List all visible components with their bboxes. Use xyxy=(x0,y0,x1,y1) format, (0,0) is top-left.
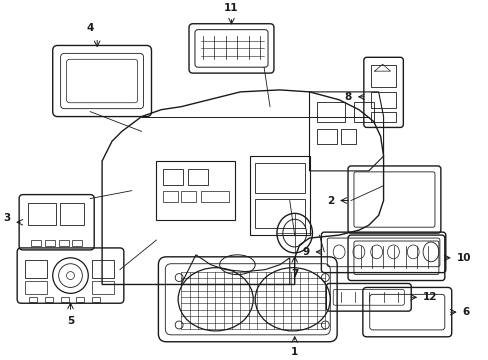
Bar xyxy=(45,297,53,302)
Text: 9: 9 xyxy=(302,247,309,257)
Bar xyxy=(29,297,37,302)
Bar xyxy=(92,297,100,302)
Bar xyxy=(255,163,304,193)
Bar xyxy=(370,65,396,87)
Bar xyxy=(25,260,47,278)
Bar xyxy=(76,297,84,302)
Bar xyxy=(255,199,304,228)
Text: 2: 2 xyxy=(326,195,333,206)
Bar xyxy=(45,240,55,246)
Text: 3: 3 xyxy=(3,213,10,223)
Bar xyxy=(341,129,355,144)
Text: 6: 6 xyxy=(462,307,469,317)
Bar xyxy=(163,169,183,185)
Bar xyxy=(188,169,207,185)
Bar xyxy=(59,240,68,246)
Bar xyxy=(25,280,47,294)
Text: 1: 1 xyxy=(290,347,298,357)
Text: 10: 10 xyxy=(456,253,470,263)
Bar xyxy=(317,102,345,122)
Bar xyxy=(181,191,196,202)
Bar xyxy=(28,203,56,225)
Text: 11: 11 xyxy=(224,3,238,13)
Bar xyxy=(61,297,68,302)
Bar xyxy=(353,102,373,122)
Bar xyxy=(92,280,114,294)
Text: 12: 12 xyxy=(422,292,437,302)
Bar xyxy=(163,191,178,202)
Bar xyxy=(250,156,309,235)
Bar xyxy=(156,161,235,220)
Bar xyxy=(31,240,41,246)
Bar xyxy=(92,260,114,278)
Text: 5: 5 xyxy=(67,316,74,326)
Text: 4: 4 xyxy=(86,23,94,33)
Text: 8: 8 xyxy=(344,92,351,102)
Bar xyxy=(317,129,336,144)
Bar xyxy=(60,203,84,225)
Bar xyxy=(72,240,82,246)
Bar xyxy=(370,92,396,108)
Bar xyxy=(201,191,228,202)
Text: 7: 7 xyxy=(290,269,298,279)
Bar xyxy=(370,112,396,122)
